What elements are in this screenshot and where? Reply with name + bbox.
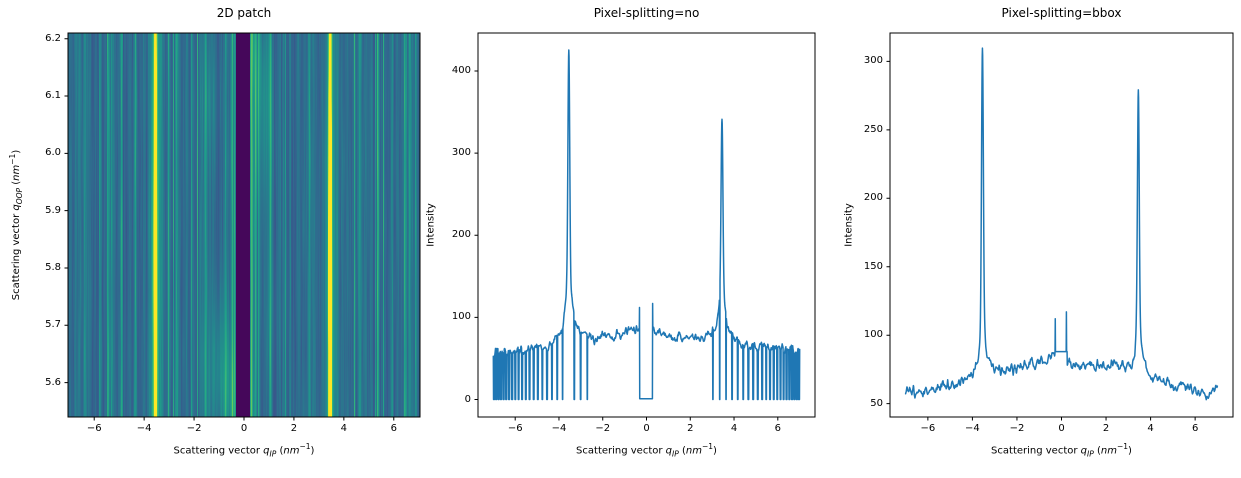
x-tick-label: −6 xyxy=(920,423,936,434)
x-axis-label: Scattering vector qIP (nm−1) xyxy=(68,442,420,458)
x-axis-label-part: IP xyxy=(269,449,277,459)
plot-title-pixel-splitting-bbox: Pixel-splitting=bbox xyxy=(1001,6,1122,20)
y-axis-label-qoop: Scattering vector qOOP (nm−1) xyxy=(8,150,24,300)
x-axis-label-part: nm xyxy=(283,445,300,457)
x-tick-label: −6 xyxy=(86,423,102,434)
y-tick-label: 0 xyxy=(464,393,471,405)
x-axis-label-part: −1 xyxy=(1116,442,1129,451)
x-axis-label-part: ) xyxy=(713,445,717,457)
y-axis-label-intensity: Intensity xyxy=(843,203,855,247)
y-tick-label: 300 xyxy=(451,147,471,159)
y-tick-label: 300 xyxy=(863,55,883,67)
y-axis-label-part: OOP xyxy=(15,187,25,205)
y-tick-label: 200 xyxy=(451,229,471,241)
x-tick-label: 0 xyxy=(240,423,248,434)
x-tick-label: −2 xyxy=(186,423,202,434)
x-tick-label: 4 xyxy=(1147,423,1154,434)
x-axis-label-part: nm xyxy=(685,445,702,457)
x-axis-label-part: nm xyxy=(1100,445,1117,457)
x-axis-label-part: ) xyxy=(310,445,315,457)
x-axis-label-part: Scattering vector xyxy=(991,445,1081,457)
y-tick-label: 6.1 xyxy=(45,90,61,102)
y-tick-label: 100 xyxy=(863,329,883,341)
x-axis-label-part: ) xyxy=(1128,445,1132,457)
y-tick-label: 6.2 xyxy=(45,32,61,44)
x-tick-label: −4 xyxy=(965,423,980,434)
x-tick-label: 2 xyxy=(290,423,298,434)
x-axis-label: Scattering vector qIP (nm−1) xyxy=(478,442,815,458)
plot-title-pixel-splitting-no: Pixel-splitting=no xyxy=(593,6,700,20)
y-tick-label: 200 xyxy=(863,192,883,204)
x-axis-label-part: −1 xyxy=(299,442,311,451)
x-tick-label: 0 xyxy=(643,423,650,434)
y-tick-label: 6.0 xyxy=(45,147,61,159)
x-tick-label: 4 xyxy=(340,423,348,434)
y-tick-label: 5.7 xyxy=(45,319,61,331)
x-tick-label: 6 xyxy=(390,423,397,434)
y-tick-label: 100 xyxy=(451,311,471,323)
x-tick-label: 0 xyxy=(1058,423,1065,434)
x-axis-label-part: ( xyxy=(276,445,284,457)
x-axis-label-part: −1 xyxy=(701,442,714,451)
x-tick-label: −6 xyxy=(507,423,523,434)
x-axis-label-part: q xyxy=(263,445,270,457)
x-tick-label: −2 xyxy=(595,423,611,434)
x-axis-label-part: q xyxy=(665,445,673,457)
x-tick-label: 2 xyxy=(687,423,694,434)
x-tick-label: −2 xyxy=(1009,423,1025,434)
x-axis-label-part: IP xyxy=(672,449,679,459)
plot-title-2d-patch: 2D patch xyxy=(216,6,272,20)
x-axis-label-part: q xyxy=(1080,445,1088,457)
x-tick-label: −4 xyxy=(136,423,152,434)
x-tick-label: 6 xyxy=(774,423,781,434)
x-axis-label-part: IP xyxy=(1087,449,1094,459)
y-tick-label: 250 xyxy=(863,123,883,135)
x-tick-label: −4 xyxy=(551,423,567,434)
x-axis-label-part: ( xyxy=(678,445,686,457)
y-tick-label: 150 xyxy=(863,260,883,272)
y-axis-label-part: nm xyxy=(11,164,23,181)
x-tick-label: 6 xyxy=(1191,423,1199,434)
y-tick-label: 5.9 xyxy=(45,204,61,216)
x-tick-label: 2 xyxy=(1102,423,1110,434)
y-axis-label-part: Scattering vector xyxy=(11,210,23,301)
y-tick-label: 400 xyxy=(451,64,471,76)
x-tick-label: 4 xyxy=(730,423,738,434)
y-tick-label: 5.8 xyxy=(45,261,61,273)
x-axis-label-part: Scattering vector xyxy=(576,445,666,457)
x-axis-label-part: Scattering vector xyxy=(173,445,264,457)
x-axis-label-part: ( xyxy=(1093,445,1101,457)
y-axis-label-part: ( xyxy=(11,180,23,188)
x-axis-label: Scattering vector qIP (nm−1) xyxy=(890,442,1233,458)
y-tick-label: 5.6 xyxy=(45,376,61,388)
y-tick-label: 50 xyxy=(870,397,883,409)
